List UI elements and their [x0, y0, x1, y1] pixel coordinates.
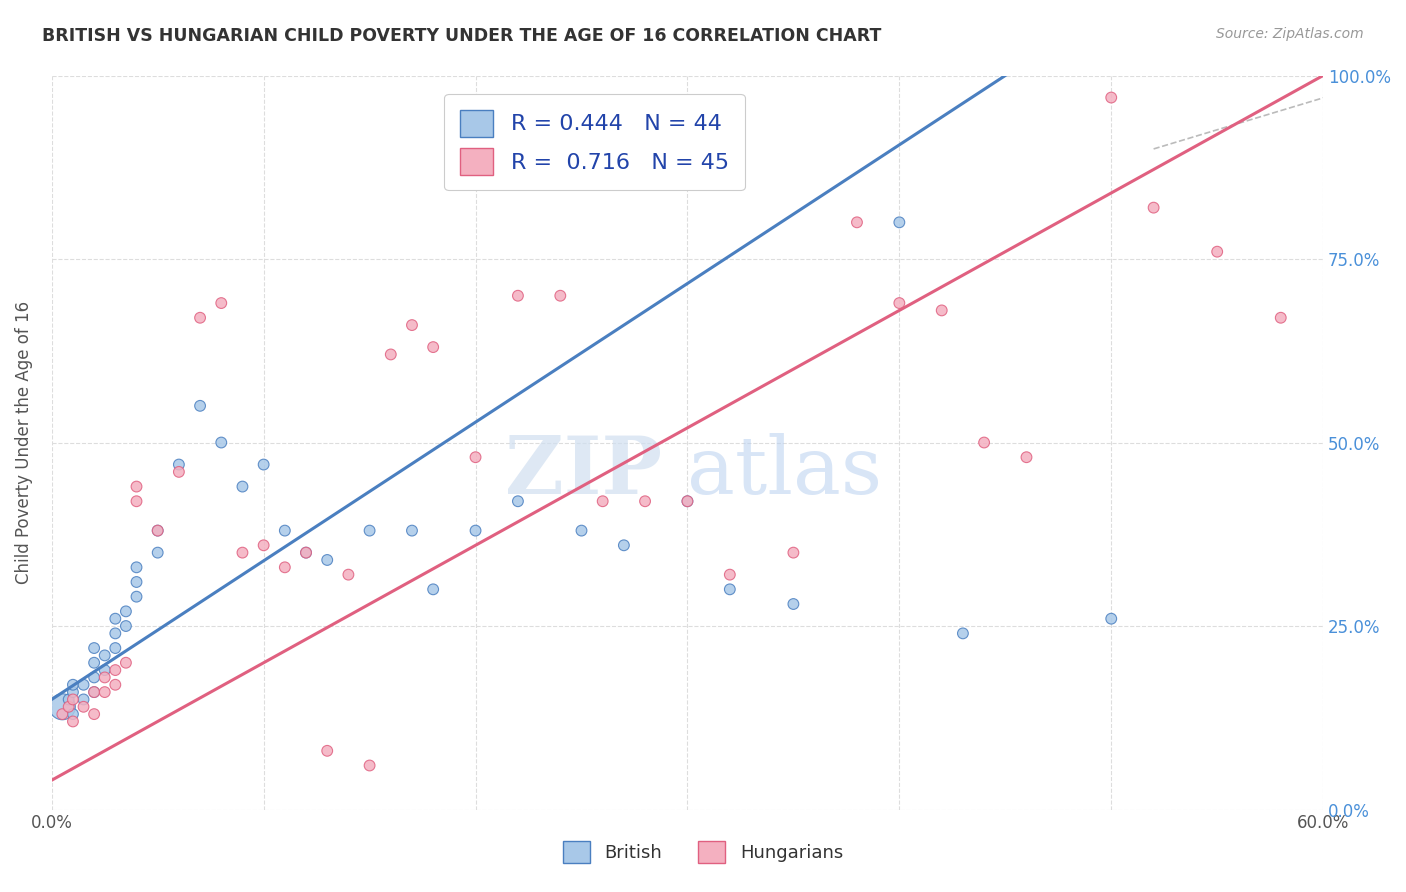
Point [72, 692, 94, 706]
Point [316, 744, 339, 758]
Point [889, 215, 911, 229]
Point [83, 670, 105, 684]
Point [634, 494, 657, 508]
Legend: British, Hungarians: British, Hungarians [553, 830, 853, 874]
Point [1206, 244, 1229, 259]
Legend: R = 0.444   N = 44, R =  0.716   N = 45: R = 0.444 N = 44, R = 0.716 N = 45 [444, 94, 745, 190]
Point [146, 524, 169, 538]
Point [104, 626, 127, 640]
Point [506, 289, 529, 303]
Point [83, 656, 105, 670]
Point [83, 641, 105, 656]
Point [83, 707, 105, 722]
Point [1270, 310, 1292, 325]
Point [62, 707, 84, 722]
Point [62, 714, 84, 729]
Point [464, 524, 486, 538]
Point [146, 524, 169, 538]
Point [401, 318, 423, 332]
Point [93, 663, 115, 677]
Point [295, 546, 318, 560]
Point [62, 678, 84, 692]
Point [104, 612, 127, 626]
Point [316, 553, 339, 567]
Point [188, 310, 211, 325]
Point [72, 699, 94, 714]
Point [167, 458, 190, 472]
Point [782, 597, 804, 611]
Point [295, 546, 318, 560]
Point [104, 663, 127, 677]
Point [1015, 450, 1038, 465]
Point [1142, 201, 1164, 215]
Point [380, 347, 402, 361]
Point [93, 670, 115, 684]
Point [253, 538, 276, 552]
Point [58, 692, 80, 706]
Point [62, 685, 84, 699]
Point [188, 399, 211, 413]
Point [93, 648, 115, 663]
Text: BRITISH VS HUNGARIAN CHILD POVERTY UNDER THE AGE OF 16 CORRELATION CHART: BRITISH VS HUNGARIAN CHILD POVERTY UNDER… [42, 27, 882, 45]
Point [167, 465, 190, 479]
Point [337, 567, 360, 582]
Point [973, 435, 995, 450]
Point [782, 546, 804, 560]
Point [125, 560, 148, 574]
Point [83, 685, 105, 699]
Point [592, 494, 614, 508]
Point [115, 619, 138, 633]
Point [846, 215, 869, 229]
Point [1099, 90, 1122, 104]
Point [676, 494, 699, 508]
Point [125, 494, 148, 508]
Point [104, 641, 127, 656]
Point [952, 626, 974, 640]
Point [209, 296, 232, 310]
Point [718, 582, 741, 597]
Point [464, 450, 486, 465]
Point [571, 524, 593, 538]
Point [1099, 612, 1122, 626]
Point [422, 582, 444, 597]
Text: Source: ZipAtlas.com: Source: ZipAtlas.com [1216, 27, 1364, 41]
Point [550, 289, 572, 303]
Point [422, 340, 444, 354]
Text: atlas: atlas [688, 433, 883, 511]
Point [231, 546, 253, 560]
Point [613, 538, 636, 552]
Point [115, 656, 138, 670]
Point [274, 524, 297, 538]
Point [125, 479, 148, 493]
Point [253, 458, 276, 472]
Y-axis label: Child Poverty Under the Age of 16: Child Poverty Under the Age of 16 [15, 301, 32, 584]
Point [83, 685, 105, 699]
Point [931, 303, 953, 318]
Point [676, 494, 699, 508]
Text: ZIP: ZIP [505, 433, 662, 511]
Point [146, 546, 169, 560]
Point [506, 494, 529, 508]
Point [274, 560, 297, 574]
Point [718, 567, 741, 582]
Point [125, 574, 148, 589]
Point [359, 524, 381, 538]
Point [359, 758, 381, 772]
Point [72, 678, 94, 692]
Point [58, 699, 80, 714]
Point [104, 678, 127, 692]
Point [209, 435, 232, 450]
Point [401, 524, 423, 538]
Point [51, 699, 73, 714]
Point [115, 604, 138, 618]
Point [231, 479, 253, 493]
Point [51, 707, 73, 722]
Point [62, 692, 84, 706]
Point [93, 685, 115, 699]
Point [889, 296, 911, 310]
Point [125, 590, 148, 604]
